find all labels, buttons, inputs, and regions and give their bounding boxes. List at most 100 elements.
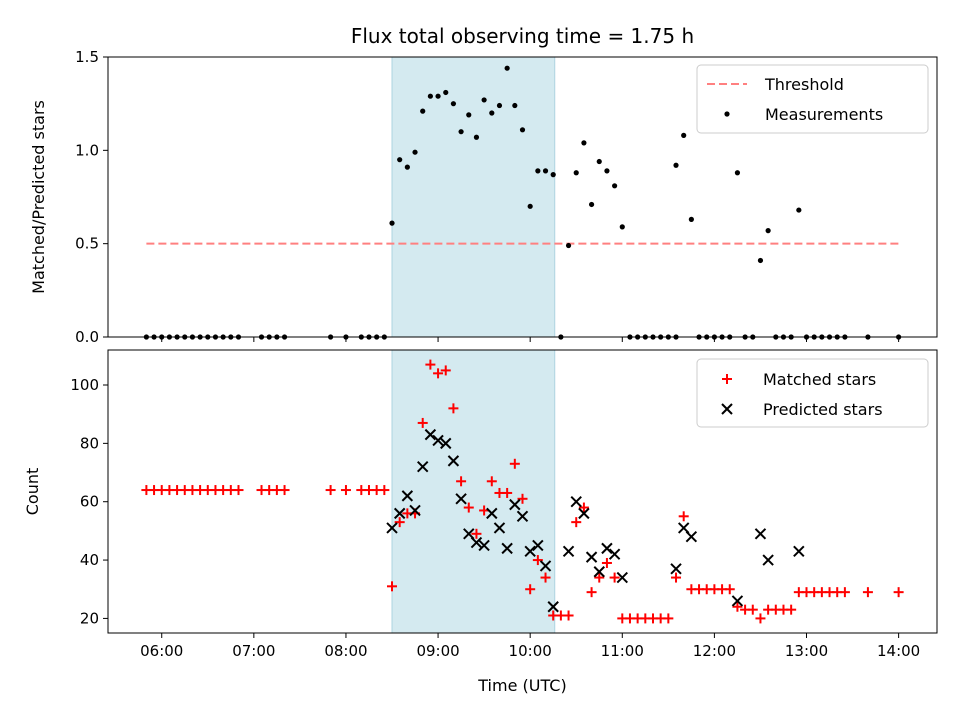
legend-matched-swatch bbox=[722, 374, 732, 384]
legend-label: Threshold bbox=[764, 75, 844, 94]
chart-title: Flux total observing time = 1.75 h bbox=[351, 24, 694, 48]
measurement-point bbox=[588, 201, 595, 208]
matched-star-point bbox=[417, 417, 428, 428]
predicted-star-point bbox=[539, 560, 552, 572]
y-tick-label: 20 bbox=[80, 609, 99, 627]
legend-box bbox=[696, 358, 929, 428]
measurement-point bbox=[527, 203, 533, 209]
measurement-point bbox=[435, 93, 441, 99]
matched-star-point bbox=[486, 476, 497, 487]
measurement-point bbox=[473, 134, 480, 140]
predicted-star-point bbox=[670, 563, 682, 575]
matched-star-point bbox=[578, 502, 589, 513]
measurement-point bbox=[481, 97, 487, 103]
x-tick-label: 11:00 bbox=[601, 642, 644, 660]
matched-star-point bbox=[425, 359, 436, 370]
predicted-star-point bbox=[478, 539, 490, 552]
matched-star-point bbox=[233, 485, 244, 496]
matched-star-point bbox=[586, 587, 597, 598]
measurement-point bbox=[673, 162, 679, 168]
measurement-point bbox=[604, 168, 610, 174]
measurement-point bbox=[519, 127, 526, 133]
measurement-point bbox=[734, 170, 741, 176]
measurement-point bbox=[612, 183, 618, 189]
predicted-star-point bbox=[731, 595, 744, 607]
predicted-star-point bbox=[417, 460, 429, 473]
top-axes-frame bbox=[107, 56, 938, 338]
matched-star-point bbox=[663, 613, 674, 624]
matched-star-point bbox=[479, 505, 490, 516]
predicted-star-point bbox=[547, 601, 559, 613]
predicted-star-point bbox=[386, 522, 398, 534]
legend-label: Matched stars bbox=[763, 370, 876, 389]
measurement-point bbox=[581, 140, 587, 146]
matched-star-point bbox=[786, 604, 797, 615]
predicted-star-point bbox=[447, 455, 460, 467]
measurement-point bbox=[757, 257, 764, 264]
matched-star-point bbox=[440, 365, 451, 376]
matched-star-point bbox=[379, 485, 390, 496]
predicted-star-point bbox=[455, 493, 467, 505]
predicted-star-point bbox=[470, 536, 483, 549]
y-tick-label: 100 bbox=[70, 376, 99, 394]
measurement-point bbox=[397, 157, 403, 163]
measurement-point bbox=[412, 149, 418, 155]
x-tick-label: 10:00 bbox=[509, 642, 552, 660]
predicted-star-point bbox=[570, 496, 582, 508]
measurement-point bbox=[443, 89, 449, 96]
bottom-y-axis-label: Count bbox=[23, 468, 42, 516]
matched-star-point bbox=[594, 572, 605, 583]
matched-star-point bbox=[732, 601, 743, 612]
measurement-point bbox=[681, 132, 687, 138]
predicted-star-point bbox=[409, 504, 421, 517]
matched-star-point bbox=[571, 517, 582, 528]
matched-star-point bbox=[678, 511, 689, 522]
observing-window-span bbox=[391, 56, 556, 338]
predicted-star-point bbox=[516, 510, 529, 523]
top-legend: Threshold Measurements bbox=[696, 64, 929, 134]
matched-star-point bbox=[517, 493, 528, 504]
predicted-star-point bbox=[685, 531, 698, 543]
predicted-star-point bbox=[493, 522, 506, 534]
measurement-point bbox=[596, 158, 602, 165]
measurement-point bbox=[688, 216, 694, 222]
matched-star-point bbox=[601, 557, 612, 568]
matched-star-point bbox=[839, 587, 850, 598]
x-tick-label: 06:00 bbox=[140, 642, 183, 660]
measurement-point bbox=[504, 65, 510, 71]
predicted-star-point bbox=[501, 542, 513, 555]
legend-label: Predicted stars bbox=[763, 400, 883, 419]
matched-star-point bbox=[463, 502, 474, 513]
x-tick-label: 13:00 bbox=[785, 642, 828, 660]
predicted-star-point bbox=[601, 542, 613, 555]
matched-star-point bbox=[471, 528, 482, 539]
flux-ratio-panel: 0.0 0.5 1.0 1.5 Flux total observing time =… bbox=[29, 24, 938, 346]
measurement-point bbox=[796, 207, 802, 213]
x-tick-label: 12:00 bbox=[693, 642, 736, 660]
predicted-star-point bbox=[578, 507, 590, 520]
measurement-point bbox=[573, 170, 579, 176]
measurement-point bbox=[466, 112, 472, 118]
matched-star-point bbox=[755, 613, 766, 624]
predicted-star-point bbox=[424, 428, 437, 441]
matched-star-point bbox=[502, 487, 513, 498]
matched-star-point bbox=[340, 485, 351, 496]
y-tick-label: 0.0 bbox=[75, 328, 99, 346]
measurement-point bbox=[450, 101, 457, 107]
measurement-point bbox=[542, 168, 549, 174]
y-tick-label: 40 bbox=[80, 551, 99, 569]
observing-window-span bbox=[391, 349, 556, 634]
x-tick-label: 14:00 bbox=[877, 642, 920, 660]
measurement-point bbox=[565, 242, 572, 249]
predicted-star-point bbox=[440, 437, 452, 450]
matched-star-point bbox=[893, 587, 904, 598]
top-y-axis-label: Matched/Predicted stars bbox=[29, 100, 48, 294]
matched-star-point bbox=[525, 584, 536, 595]
predicted-star-point bbox=[608, 548, 621, 560]
matched-star-point bbox=[509, 458, 520, 469]
y-tick-label: 80 bbox=[80, 434, 99, 452]
star-count-panel: 06:00 07:00 08:00 09:00 10:00 11:00 12:00 13:00… bbox=[23, 349, 938, 695]
predicted-star-point bbox=[532, 539, 544, 552]
predicted-star-point bbox=[793, 545, 805, 558]
